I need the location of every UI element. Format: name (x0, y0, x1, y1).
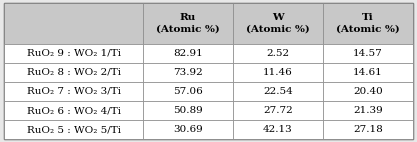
Text: RuO₂ 5 : WO₂ 5/Ti: RuO₂ 5 : WO₂ 5/Ti (27, 125, 121, 134)
Text: W
(Atomic %): W (Atomic %) (246, 13, 310, 33)
Text: 42.13: 42.13 (263, 125, 293, 134)
Bar (4, 101, 143, 120)
Bar (143, 101, 233, 120)
Bar (143, 82, 233, 101)
Text: 27.72: 27.72 (263, 106, 293, 115)
Bar (4, 3, 143, 44)
Text: Ru
(Atomic %): Ru (Atomic %) (156, 13, 220, 33)
Bar (323, 101, 413, 120)
Text: 30.69: 30.69 (173, 125, 203, 134)
Bar (233, 120, 323, 139)
Bar (323, 63, 413, 82)
Text: 82.91: 82.91 (173, 49, 203, 58)
Text: 2.52: 2.52 (266, 49, 289, 58)
Text: 27.18: 27.18 (353, 125, 383, 134)
Text: 22.54: 22.54 (263, 87, 293, 96)
Text: RuO₂ 8 : WO₂ 2/Ti: RuO₂ 8 : WO₂ 2/Ti (27, 68, 121, 77)
Text: 57.06: 57.06 (173, 87, 203, 96)
Bar (4, 120, 143, 139)
Bar (4, 63, 143, 82)
Bar (233, 44, 323, 63)
Bar (323, 120, 413, 139)
Text: 73.92: 73.92 (173, 68, 203, 77)
Bar (143, 44, 233, 63)
Bar (323, 44, 413, 63)
Bar (323, 3, 413, 44)
Text: 20.40: 20.40 (353, 87, 383, 96)
Text: RuO₂ 9 : WO₂ 1/Ti: RuO₂ 9 : WO₂ 1/Ti (27, 49, 121, 58)
Bar (233, 101, 323, 120)
Bar (233, 3, 323, 44)
Text: Ti
(Atomic %): Ti (Atomic %) (336, 13, 400, 33)
Text: RuO₂ 6 : WO₂ 4/Ti: RuO₂ 6 : WO₂ 4/Ti (27, 106, 121, 115)
Bar (4, 82, 143, 101)
Text: 14.61: 14.61 (353, 68, 383, 77)
Bar (143, 63, 233, 82)
Bar (323, 82, 413, 101)
Text: 14.57: 14.57 (353, 49, 383, 58)
Bar (233, 82, 323, 101)
Bar (233, 63, 323, 82)
Bar (143, 3, 233, 44)
Bar (4, 44, 143, 63)
Text: 21.39: 21.39 (353, 106, 383, 115)
Text: 50.89: 50.89 (173, 106, 203, 115)
Text: RuO₂ 7 : WO₂ 3/Ti: RuO₂ 7 : WO₂ 3/Ti (27, 87, 121, 96)
Text: 11.46: 11.46 (263, 68, 293, 77)
Bar (143, 120, 233, 139)
